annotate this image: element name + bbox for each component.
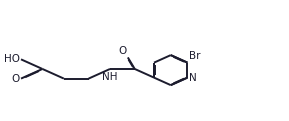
Text: O: O [118, 46, 127, 57]
Text: Br: Br [189, 51, 200, 61]
Text: HO: HO [4, 54, 20, 64]
Text: N: N [190, 73, 197, 83]
Text: NH: NH [102, 72, 118, 82]
Text: O: O [12, 74, 20, 84]
